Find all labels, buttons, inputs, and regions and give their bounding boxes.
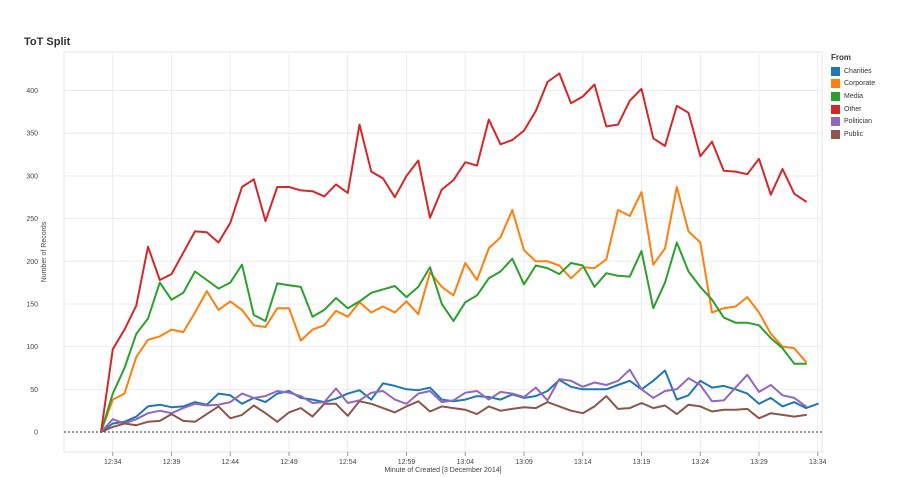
legend-item-media[interactable]: Media [831, 90, 875, 103]
x-tick-label: 12:44 [221, 459, 239, 466]
legend-swatch [831, 129, 840, 139]
y-tick-label: 50 [30, 387, 38, 394]
series-line-charities [100, 369, 819, 433]
legend-item-corporate[interactable]: Corporate [831, 78, 875, 91]
y-tick-label: 0 [34, 430, 38, 437]
legend-item-other[interactable]: Other [831, 103, 875, 116]
x-tick-label: 12:49 [280, 459, 298, 466]
legend-swatch [831, 117, 840, 127]
y-axis-title: Number of Records [41, 221, 48, 282]
legend: From Charities Corporate Media Other Politic… [831, 53, 875, 141]
plot-frame [63, 51, 823, 453]
x-tick-label: 13:09 [515, 459, 533, 466]
y-tick-label: 400 [26, 88, 38, 95]
x-tick-label: 13:04 [456, 459, 474, 466]
legend-item-politician[interactable]: Politician [831, 115, 875, 128]
series-line-media [100, 241, 807, 433]
legend-item-charities[interactable]: Charities [831, 65, 875, 78]
x-tick-label: 12:39 [163, 459, 181, 466]
legend-label: Public [844, 130, 864, 138]
series-line-other [100, 72, 807, 433]
legend-label: Other [844, 105, 862, 113]
legend-item-public[interactable]: Public [831, 128, 875, 141]
series-line-politician [100, 368, 807, 433]
legend-title: From [831, 53, 851, 62]
x-tick-label: 12:59 [398, 459, 416, 466]
x-tick-label: 12:54 [339, 459, 357, 466]
series-line-public [100, 395, 807, 433]
series-line-corporate [100, 186, 807, 433]
chart-title: ToT Split [24, 36, 71, 48]
x-tick-label: 13:29 [750, 459, 768, 466]
x-axis-title: Minute of Created [3 December 2014] [384, 467, 501, 474]
x-tick-label: 12:34 [104, 459, 122, 466]
y-tick-label: 350 [26, 131, 38, 138]
legend-swatch [831, 79, 840, 89]
legend-swatch [831, 104, 840, 114]
legend-label: Corporate [844, 80, 876, 88]
x-tick-label: 13:19 [633, 459, 651, 466]
legend-label: Politician [844, 118, 873, 126]
y-tick-label: 300 [26, 173, 38, 180]
y-tick-label: 250 [26, 216, 38, 223]
legend-label: Media [844, 92, 864, 100]
legend-swatch [831, 66, 840, 76]
legend-swatch [831, 91, 840, 101]
y-tick-label: 150 [26, 301, 38, 308]
x-tick-label: 13:14 [574, 459, 592, 466]
x-tick-label: 13:34 [809, 459, 827, 466]
y-tick-label: 100 [26, 344, 38, 351]
x-tick-label: 13:24 [691, 459, 709, 466]
y-tick-label: 200 [26, 259, 38, 266]
legend-label: Charities [844, 67, 872, 75]
